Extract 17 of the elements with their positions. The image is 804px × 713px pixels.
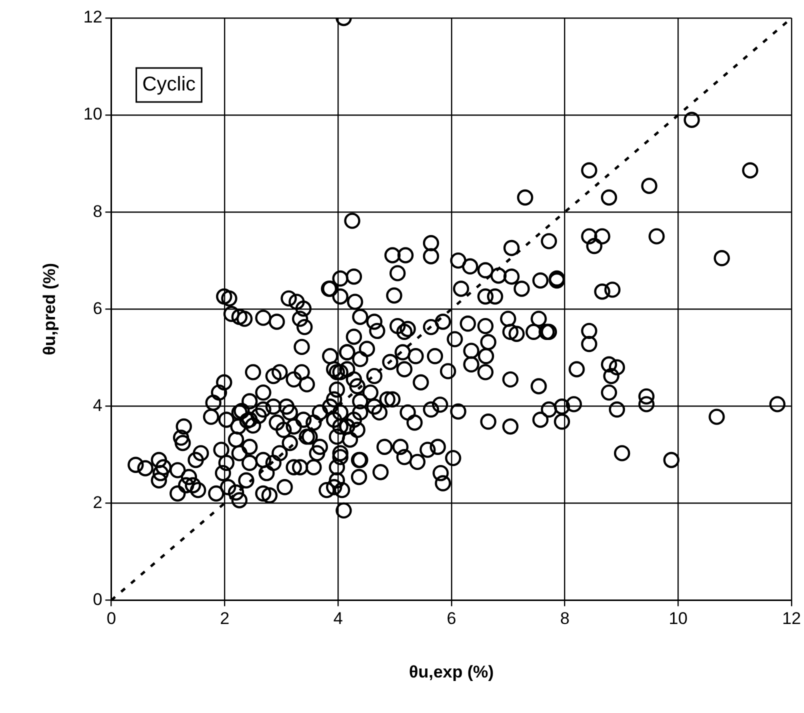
y-tick-label: 8 bbox=[92, 202, 102, 221]
y-tick-label: 4 bbox=[92, 396, 102, 415]
x-tick-label: 10 bbox=[668, 609, 688, 628]
x-tick-label: 8 bbox=[560, 609, 570, 628]
y-tick-label: 0 bbox=[92, 590, 102, 609]
y-tick-label: 10 bbox=[83, 104, 102, 124]
x-tick-label: 4 bbox=[333, 609, 343, 628]
x-tick-label: 12 bbox=[782, 609, 802, 628]
x-axis-title: θu,exp (%) bbox=[409, 662, 494, 682]
y-tick-label: 2 bbox=[92, 492, 102, 512]
annotation: Cyclic bbox=[142, 74, 196, 96]
y-tick-label: 12 bbox=[83, 8, 102, 27]
y-axis-title: θu,pred (%) bbox=[40, 262, 59, 356]
x-tick-label: 2 bbox=[220, 609, 230, 628]
x-tick-label: 0 bbox=[106, 609, 116, 628]
x-tick-label: 6 bbox=[446, 609, 456, 628]
y-tick-label: 6 bbox=[92, 298, 102, 318]
